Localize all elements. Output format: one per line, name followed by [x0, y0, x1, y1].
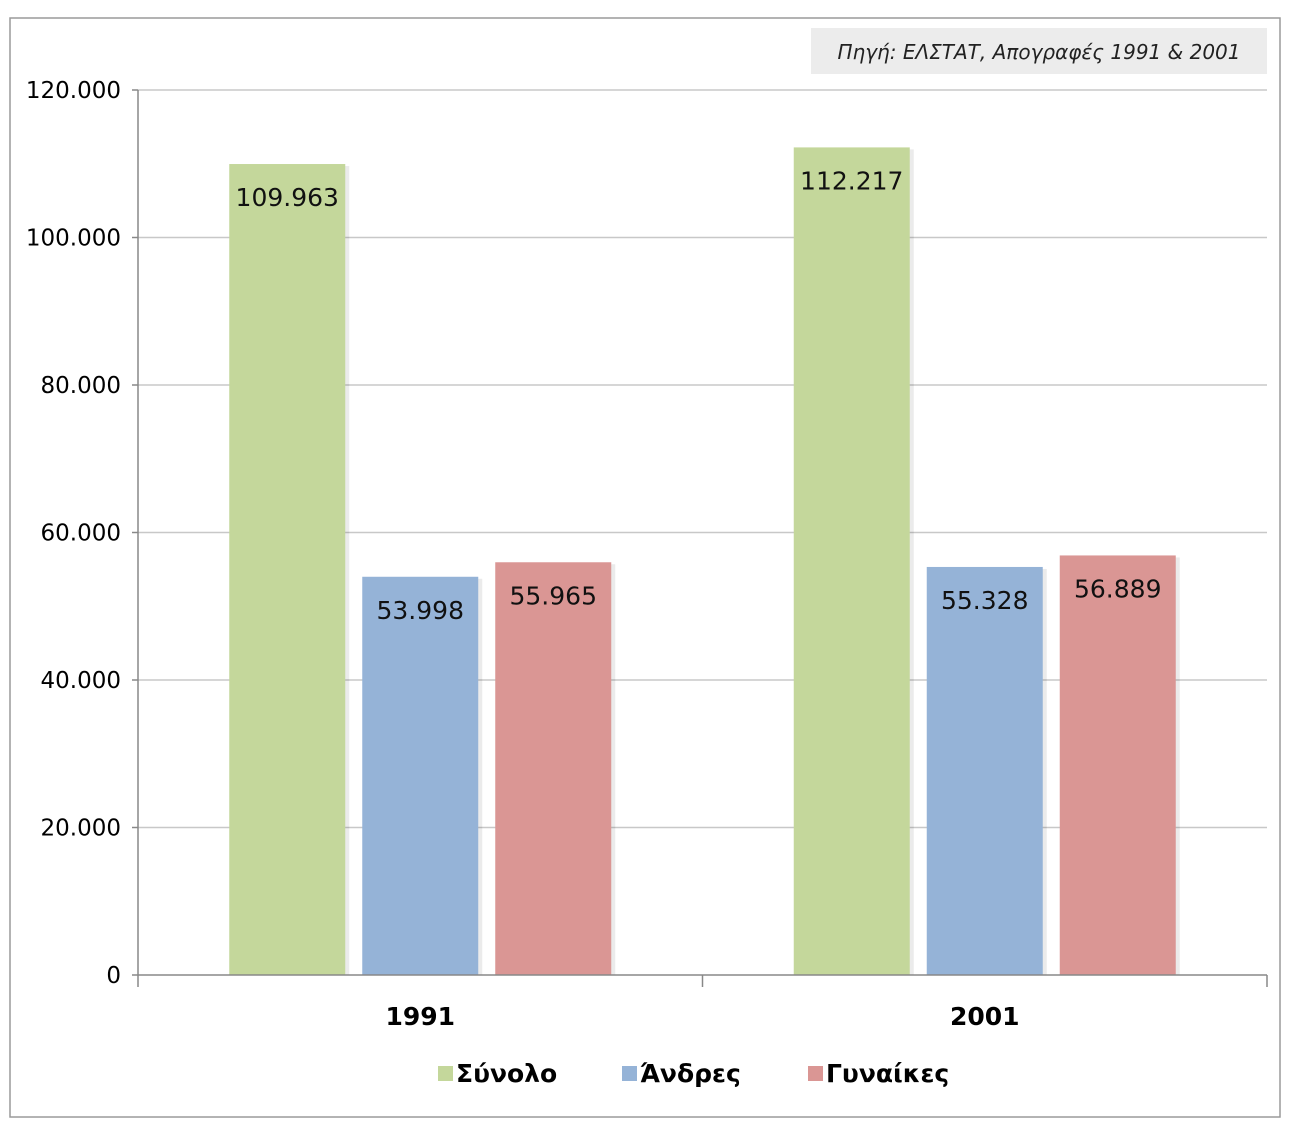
- data-label-1991-Σύνολο: 109.963: [236, 183, 339, 212]
- y-tick-label-3: 60.000: [41, 521, 121, 547]
- legend-label-Σύνολο: Σύνολο: [456, 1059, 557, 1088]
- bars: 109.963 53.998 55.965 112.217 55.328 56.889: [229, 147, 1180, 975]
- data-label-2001-Γυναίκες: 56.889: [1074, 574, 1161, 603]
- bar-1991-Άνδρες: [362, 576, 479, 975]
- bar-2001-Γυναίκες: [1059, 555, 1176, 975]
- y-tick-label-6: 120.000: [26, 78, 121, 104]
- x-category-label-2001: 2001: [950, 1002, 1020, 1031]
- y-tick-label-0: 0: [106, 963, 121, 989]
- legend-swatch-Γυναίκες: [808, 1066, 823, 1081]
- bar-1991-Σύνολο: [229, 164, 346, 975]
- x-category-label-1991: 1991: [385, 1002, 455, 1031]
- y-tick-label-2: 40.000: [41, 668, 121, 694]
- y-tick-label-1: 20.000: [41, 816, 121, 842]
- data-label-2001-Σύνολο: 112.217: [800, 166, 903, 195]
- y-tick-label-4: 80.000: [41, 373, 121, 399]
- legend-swatch-Σύνολο: [438, 1066, 453, 1081]
- source-note-text: Πηγή: ΕΛΣΤΑΤ, Απογραφές 1991 & 2001: [838, 40, 1241, 64]
- legend-label-Γυναίκες: Γυναίκες: [826, 1059, 949, 1088]
- y-tick-label-5: 100.000: [26, 226, 121, 252]
- legend: Σύνολο Άνδρες Γυναίκες: [438, 1059, 949, 1088]
- bar-2001-Άνδρες: [926, 566, 1043, 975]
- legend-swatch-Άνδρες: [622, 1066, 637, 1081]
- bar-1991-Γυναίκες: [495, 562, 612, 975]
- data-label-1991-Γυναίκες: 55.965: [510, 581, 597, 610]
- source-note-background: [811, 28, 1267, 74]
- legend-label-Άνδρες: Άνδρες: [640, 1059, 741, 1088]
- source-note: Πηγή: ΕΛΣΤΑΤ, Απογραφές 1991 & 2001: [811, 28, 1267, 74]
- axes: 0 20.000 40.000 60.000 80.000 100.000 120.000 1…: [26, 78, 1268, 1031]
- data-label-2001-Άνδρες: 55.328: [941, 586, 1028, 615]
- data-label-1991-Άνδρες: 53.998: [377, 596, 464, 625]
- bar-2001-Σύνολο: [793, 147, 910, 975]
